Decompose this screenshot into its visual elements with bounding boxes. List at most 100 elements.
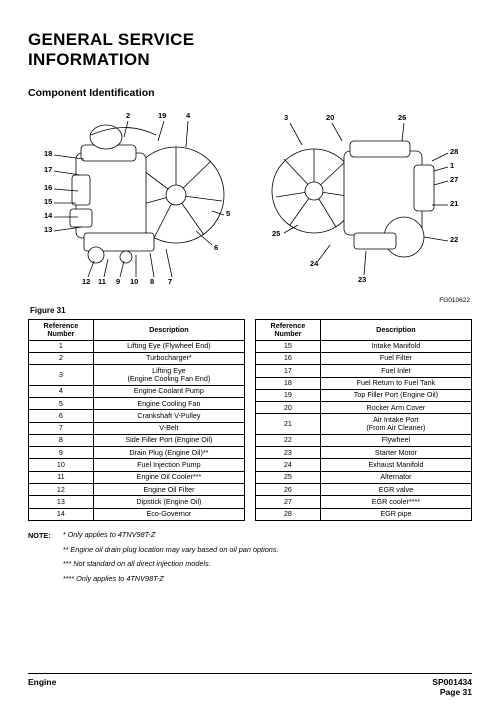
ref-cell: 15	[256, 340, 321, 352]
table-row: 24Exhaust Manifold	[256, 459, 472, 471]
table-row: 17Fuel Inlet	[256, 365, 472, 377]
title-line-2: INFORMATION	[28, 50, 150, 69]
note-item: **** Only applies to 4TNV98T-Z	[63, 575, 279, 584]
ref-cell: 24	[256, 459, 321, 471]
callout-11: 11	[98, 277, 106, 286]
table-row: 13Dipstick (Engine Oil)	[29, 496, 245, 508]
table-row: 12Engine Oil Filter	[29, 484, 245, 496]
ref-cell: 21	[256, 414, 321, 435]
callout-20: 20	[326, 113, 334, 122]
desc-cell: Fuel Return to Fuel Tank	[320, 377, 471, 389]
title-line-1: GENERAL SERVICE	[28, 30, 194, 49]
desc-cell: Starter Motor	[320, 447, 471, 459]
table-row: 9Drain Plug (Engine Oil)**	[29, 447, 245, 459]
table-row: 18Fuel Return to Fuel Tank	[256, 377, 472, 389]
callout-23: 23	[358, 275, 366, 284]
footer-right: SP001434 Page 31	[432, 677, 472, 697]
table-row: 25Alternator	[256, 471, 472, 483]
table-row: 15Intake Manifold	[256, 340, 472, 352]
footer-code: SP001434	[432, 677, 472, 687]
engine-figure-right: 3 20 26 28 1 27 21 22 25 24 23	[254, 105, 464, 295]
callout-16: 16	[44, 183, 52, 192]
table-row: 6Crankshaft V-Pulley	[29, 410, 245, 422]
table-row: 26EGR valve	[256, 484, 472, 496]
component-table-right: Reference Number Description 15Intake Ma…	[255, 319, 472, 521]
desc-cell: Eco-Governor	[93, 508, 244, 520]
ref-cell: 18	[256, 377, 321, 389]
callout-7: 7	[168, 277, 172, 286]
callout-15: 15	[44, 197, 52, 206]
desc-cell: Dipstick (Engine Oil)	[93, 496, 244, 508]
ref-cell: 11	[29, 471, 94, 483]
ref-cell: 1	[29, 340, 94, 352]
ref-cell: 13	[29, 496, 94, 508]
desc-cell: Lifting Eye (Engine Cooling Fan End)	[93, 365, 244, 386]
ref-cell: 17	[256, 365, 321, 377]
ref-cell: 14	[29, 508, 94, 520]
callout-4: 4	[186, 111, 190, 120]
callout-5: 5	[226, 209, 230, 218]
callout-27: 27	[450, 175, 458, 184]
note-items: * Only applies to 4TNV98T-Z ** Engine oil…	[63, 531, 279, 590]
ref-cell: 4	[29, 385, 94, 397]
desc-cell: Engine Coolant Pump	[93, 385, 244, 397]
table-row: 2Turbocharger*	[29, 352, 245, 364]
callout-24: 24	[310, 259, 318, 268]
callout-10: 10	[130, 277, 138, 286]
section-subtitle: Component Identification	[28, 87, 472, 99]
engine-figure-left: 18 17 16 15 14 13 2 19 4 5 6 12 11 9 10 …	[36, 105, 246, 295]
desc-cell: Turbocharger*	[93, 352, 244, 364]
table-left-body: 1Lifting Eye (Flywheel End)2Turbocharger…	[29, 340, 245, 520]
ref-cell: 12	[29, 484, 94, 496]
callout-12: 12	[82, 277, 90, 286]
desc-cell: Lifting Eye (Flywheel End)	[93, 340, 244, 352]
desc-cell: EGR pipe	[320, 508, 471, 520]
note-item: *** Not standard on all direct injection…	[63, 560, 279, 569]
desc-cell: Alternator	[320, 471, 471, 483]
table-row: 16Fuel Filter	[256, 352, 472, 364]
table-right-body: 15Intake Manifold16Fuel Filter17Fuel Inl…	[256, 340, 472, 520]
desc-cell: EGR cooler****	[320, 496, 471, 508]
callout-21: 21	[450, 199, 458, 208]
table-row: 23Starter Motor	[256, 447, 472, 459]
desc-cell: Intake Manifold	[320, 340, 471, 352]
table-row: 10Fuel Injection Pump	[29, 459, 245, 471]
desc-cell: Side Filler Port (Engine Oil)	[93, 434, 244, 446]
table-row: 20Rocker Arm Cover	[256, 402, 472, 414]
figure-row: 18 17 16 15 14 13 2 19 4 5 6 12 11 9 10 …	[28, 105, 472, 295]
callout-18: 18	[44, 149, 52, 158]
page-footer: Engine SP001434 Page 31	[28, 673, 472, 697]
ref-cell: 26	[256, 484, 321, 496]
footer-left: Engine	[28, 677, 56, 697]
col-ref-header: Reference Number	[29, 320, 94, 341]
desc-cell: Fuel Inlet	[320, 365, 471, 377]
page: GENERAL SERVICE INFORMATION Component Id…	[0, 0, 500, 709]
table-row: 27EGR cooler****	[256, 496, 472, 508]
ref-cell: 9	[29, 447, 94, 459]
col-desc-header: Description	[320, 320, 471, 341]
figure-caption: Figure 31	[30, 306, 472, 315]
ref-cell: 6	[29, 410, 94, 422]
col-desc-header: Description	[93, 320, 244, 341]
table-row: 22Flywheel	[256, 434, 472, 446]
desc-cell: Engine Oil Cooler***	[93, 471, 244, 483]
callout-22: 22	[450, 235, 458, 244]
ref-cell: 25	[256, 471, 321, 483]
callout-6: 6	[214, 243, 218, 252]
desc-cell: Crankshaft V-Pulley	[93, 410, 244, 422]
ref-cell: 19	[256, 389, 321, 401]
desc-cell: Flywheel	[320, 434, 471, 446]
callout-19: 19	[158, 111, 166, 120]
note-item: ** Engine oil drain plug location may va…	[63, 546, 279, 555]
desc-cell: EGR valve	[320, 484, 471, 496]
page-title: GENERAL SERVICE INFORMATION	[28, 30, 472, 69]
desc-cell: Air Intake Port (From Air Cleaner)	[320, 414, 471, 435]
desc-cell: Fuel Injection Pump	[93, 459, 244, 471]
note-item: * Only applies to 4TNV98T-Z	[63, 531, 279, 540]
callout-13: 13	[44, 225, 52, 234]
footer-page: Page 31	[440, 687, 472, 697]
table-row: 8Side Filler Port (Engine Oil)	[29, 434, 245, 446]
ref-cell: 7	[29, 422, 94, 434]
desc-cell: Rocker Arm Cover	[320, 402, 471, 414]
callout-9: 9	[116, 277, 120, 286]
